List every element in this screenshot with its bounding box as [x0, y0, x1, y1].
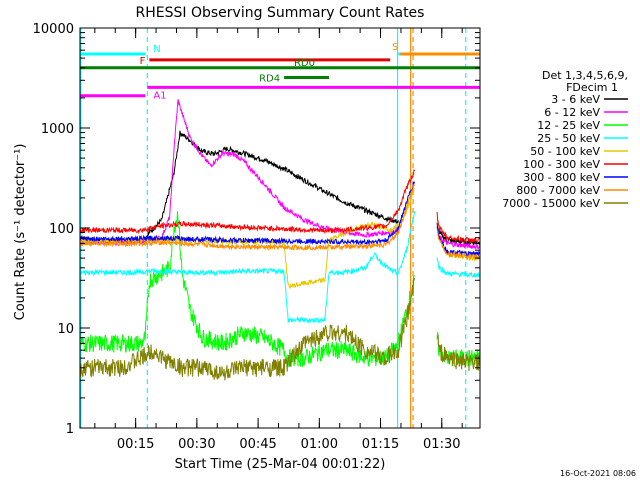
legend-header-0: Det 1,3,4,5,6,9, [542, 69, 628, 82]
legend-entry-6: 300 - 800 keV [523, 171, 600, 184]
x-tick-label-0: 00:15 [117, 437, 154, 452]
series-line-5 [80, 169, 480, 244]
legend-header-1: FDecim 1 [566, 81, 618, 94]
legend-entry-3: 25 - 50 keV [537, 132, 600, 145]
series-line-2 [80, 211, 480, 367]
legend-entry-2: 12 - 25 keV [537, 119, 600, 132]
x-axis-label: Start Time (25-Mar-04 00:01:22) [175, 457, 386, 472]
legend-entry-0: 3 - 6 keV [551, 93, 600, 106]
series-line-1 [80, 99, 480, 250]
y-axis-label: Count Rate (s⁻¹ detector⁻¹) [13, 144, 28, 321]
series-line-7 [80, 184, 480, 261]
x-tick-label-1: 00:30 [178, 437, 215, 452]
marker-label-4: A0 [63, 92, 76, 103]
y-tick-label-3: 1000 [41, 122, 74, 137]
series-line-6 [80, 181, 480, 257]
x-tick-label-3: 01:00 [301, 437, 338, 452]
legend-entry-1: 6 - 12 keV [544, 106, 600, 119]
legend-entry-4: 50 - 100 keV [530, 145, 600, 158]
y-tick-label-2: 100 [49, 222, 74, 237]
series-line-8 [80, 277, 480, 381]
marker-label-5: A1 [153, 90, 166, 101]
footer-timestamp: 16-Oct-2021 08:06 [560, 469, 636, 478]
series-line-3 [80, 211, 480, 325]
x-tick-label-4: 01:15 [362, 437, 399, 452]
marker-label-0: N [153, 44, 160, 55]
x-tick-label-2: 00:45 [239, 437, 276, 452]
y-tick-label-4: 10000 [33, 22, 74, 37]
marker-label-6: S [392, 42, 398, 53]
y-tick-label-1: 10 [57, 322, 74, 337]
legend-entry-7: 800 - 7000 keV [516, 184, 600, 197]
plot-area: NF RD0 RD4 A0 A1 S [63, 28, 480, 428]
marker-label-1: F [140, 56, 146, 67]
legend-entry-5: 100 - 300 keV [523, 158, 600, 171]
x-tick-label-5: 01:30 [423, 437, 460, 452]
chart-title: RHESSI Observing Summary Count Rates [136, 5, 425, 21]
marker-label-2: RD0 [294, 58, 315, 69]
legend-entry-8: 7000 - 15000 keV [502, 197, 600, 210]
y-tick-label-0: 1 [66, 422, 74, 437]
marker-label-3: RD4 [259, 73, 280, 84]
